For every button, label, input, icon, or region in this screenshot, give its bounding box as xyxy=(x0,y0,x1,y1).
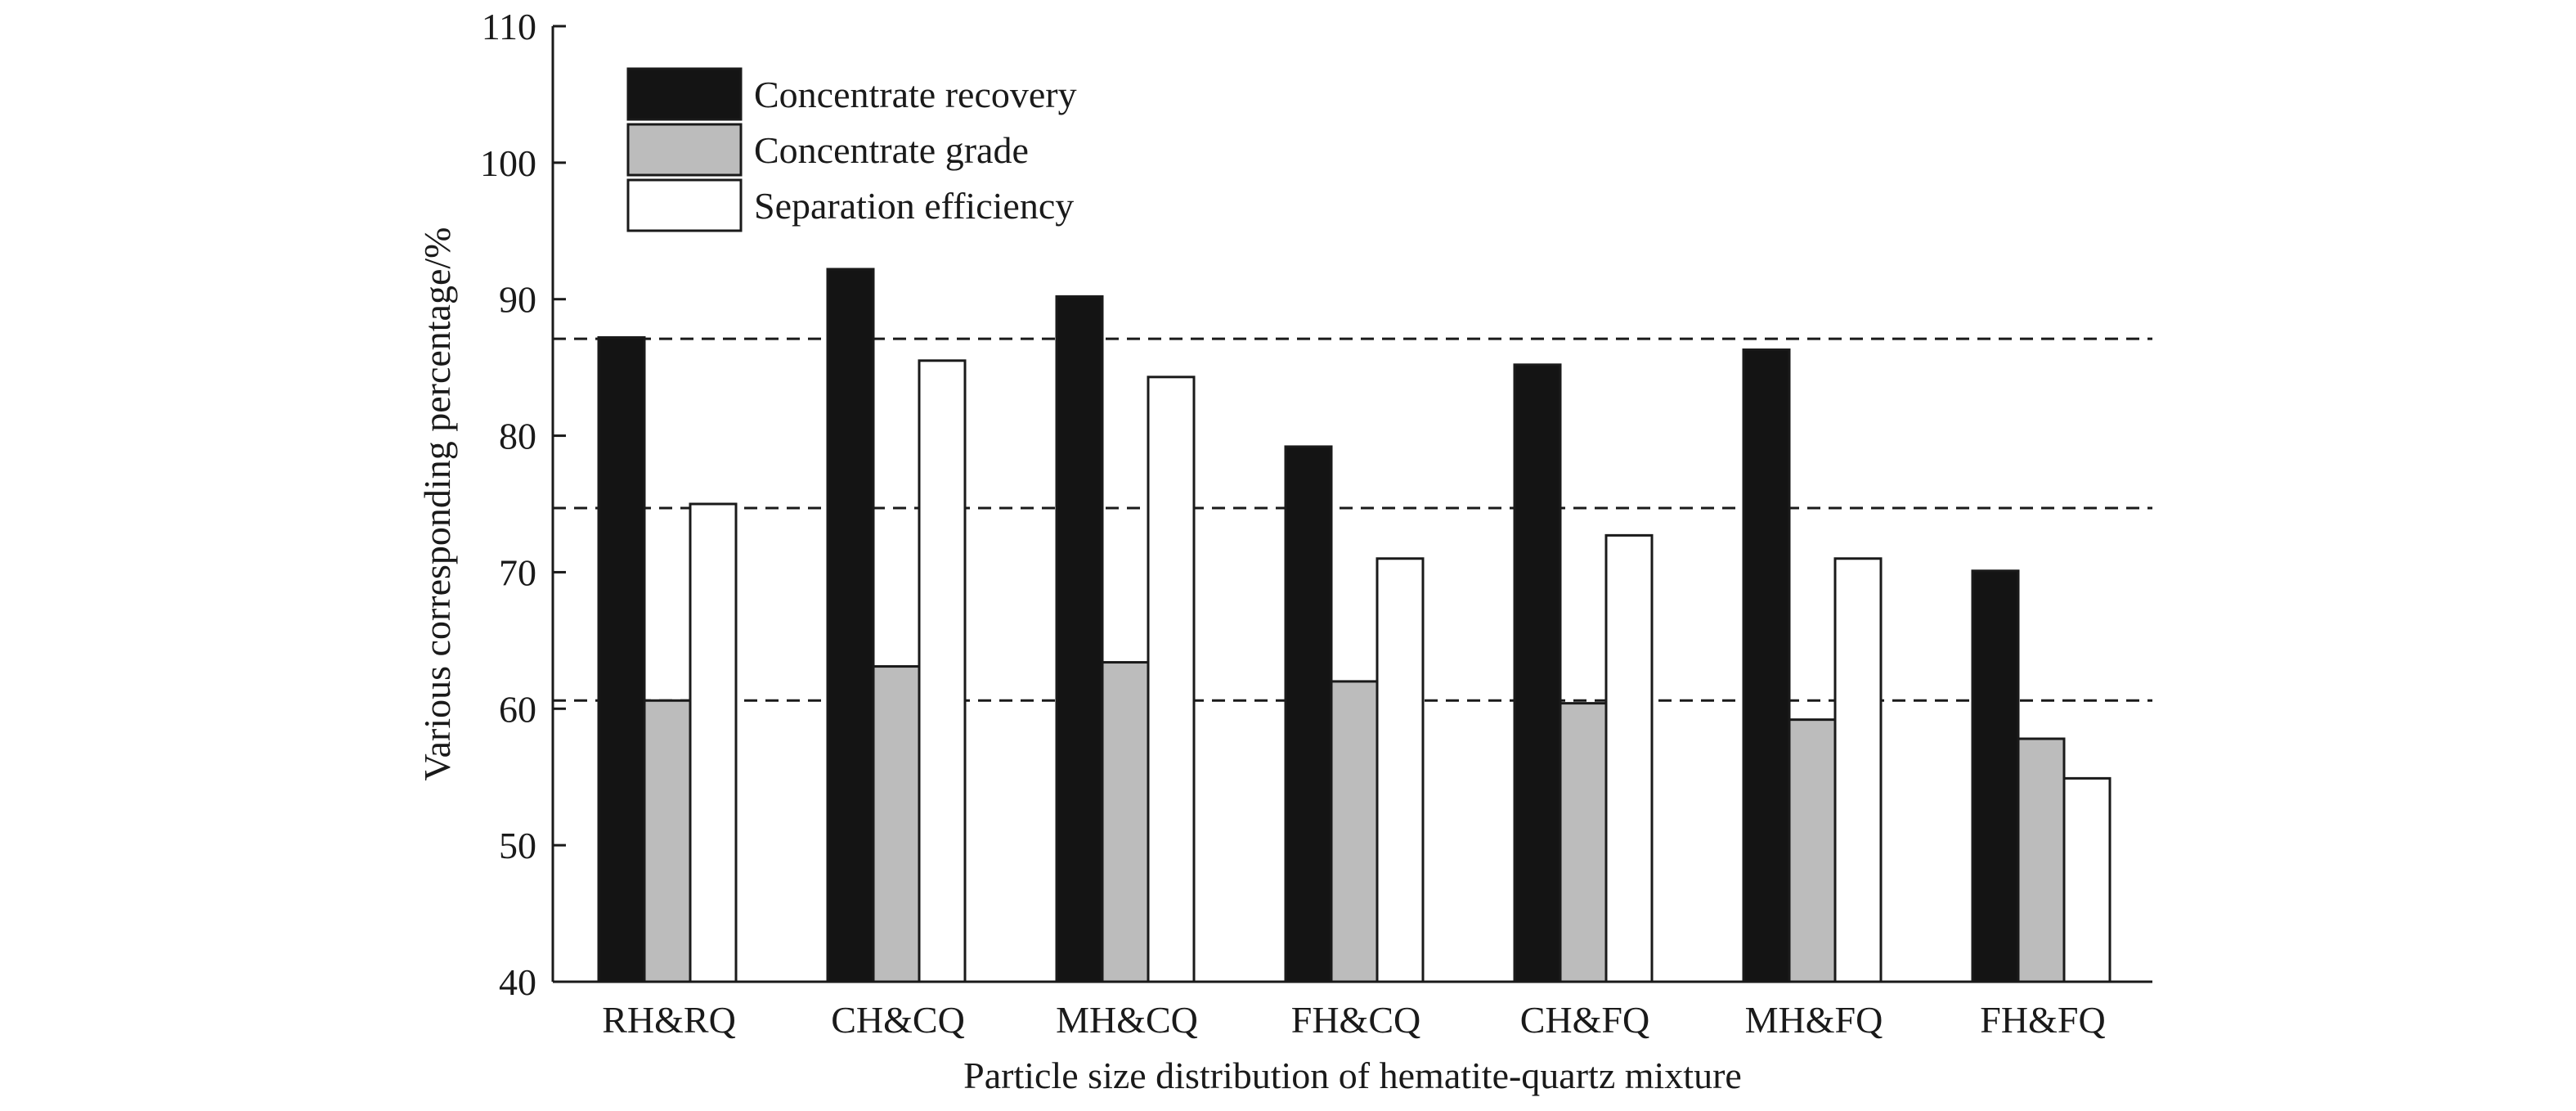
y-axis-label: Various corresponding percentage/% xyxy=(416,227,458,781)
bar-concentrate-grade xyxy=(872,665,921,983)
bar-separation-efficiency xyxy=(2062,776,2112,983)
bar-concentrate-grade xyxy=(1330,680,1379,983)
bar-concentrate-recovery xyxy=(1284,445,1333,983)
y-tick-label: 90 xyxy=(499,279,536,321)
bar-concentrate-grade xyxy=(2017,737,2066,983)
bar-concentrate-recovery xyxy=(1971,569,2020,983)
bar-concentrate-grade xyxy=(643,699,692,983)
bar-separation-efficiency xyxy=(1147,376,1196,983)
bar-separation-efficiency xyxy=(689,502,738,983)
y-tick-label: 40 xyxy=(499,961,536,1003)
bar-concentrate-recovery xyxy=(1513,363,1562,983)
legend-swatch xyxy=(626,178,743,232)
y-tick-label: 110 xyxy=(482,6,536,47)
axes xyxy=(551,26,2152,983)
x-tick-label: CH&FQ xyxy=(1520,999,1649,1041)
x-tick-label: MH&FQ xyxy=(1745,999,1883,1041)
legend: Concentrate recovery Concentrate grade Sep… xyxy=(626,67,1077,232)
y-tick-label: 60 xyxy=(499,688,536,730)
legend-label: Concentrate grade xyxy=(754,129,1029,171)
x-tick-label: MH&CQ xyxy=(1056,999,1198,1041)
x-axis-label: Particle size distribution of hematite-q… xyxy=(963,1055,1742,1096)
y-tick-label: 80 xyxy=(499,416,536,457)
bar-separation-efficiency xyxy=(1376,557,1425,983)
bar-concentrate-grade xyxy=(1788,718,1837,983)
bar-concentrate-recovery xyxy=(1742,348,1791,983)
y-tick-label: 100 xyxy=(480,142,536,184)
bar-concentrate-grade xyxy=(1559,702,1608,983)
bars xyxy=(597,268,2112,983)
bar-separation-efficiency xyxy=(1604,533,1654,983)
bar-concentrate-recovery xyxy=(597,335,646,983)
x-tick-label: FH&FQ xyxy=(1980,999,2105,1041)
y-tick-label: 70 xyxy=(499,551,536,593)
bar-concentrate-grade xyxy=(1101,661,1150,983)
x-tick-label: RH&RQ xyxy=(602,999,736,1041)
y-tick-label: 50 xyxy=(499,825,536,866)
x-tick-label: CH&CQ xyxy=(831,999,965,1041)
legend-swatch xyxy=(626,123,743,177)
x-tick-label: FH&CQ xyxy=(1291,999,1420,1041)
bar-concentrate-recovery xyxy=(826,268,875,983)
x-tick-labels: RH&RQ CH&CQ MH&CQ FH&CQ CH&FQ MH&FQ FH&FQ xyxy=(602,999,2105,1041)
bar-separation-efficiency xyxy=(1833,557,1883,983)
y-ticks: 40 50 60 70 80 90 100 110 xyxy=(480,6,566,1003)
legend-label: Concentrate recovery xyxy=(754,74,1077,115)
bar-concentrate-recovery xyxy=(1055,295,1104,983)
reference-lines xyxy=(553,337,2152,702)
legend-label: Separation efficiency xyxy=(754,185,1074,227)
bar-separation-efficiency xyxy=(918,359,967,983)
legend-swatch xyxy=(626,67,743,121)
